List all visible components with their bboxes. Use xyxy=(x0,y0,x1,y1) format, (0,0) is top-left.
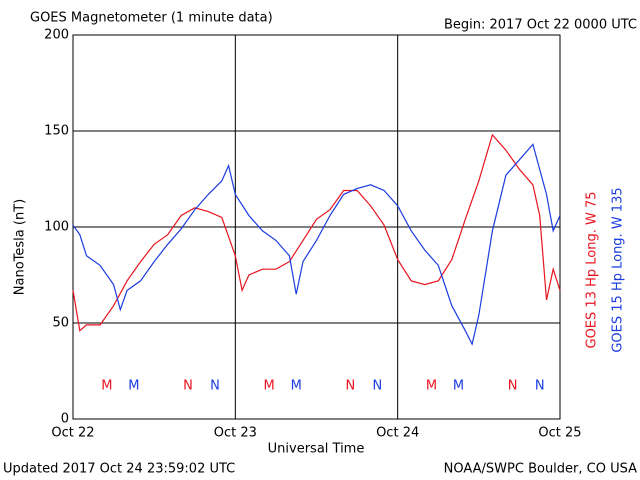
legend-entry: GOES 13 Hp Long. W 75 xyxy=(585,192,600,349)
x-tick-label: Oct 24 xyxy=(376,426,419,441)
x-axis-label: Universal Time xyxy=(268,442,365,457)
chart-title: GOES Magnetometer (1 minute data) xyxy=(30,11,273,26)
y-tick-label: 200 xyxy=(44,28,69,43)
data-line xyxy=(72,133,561,332)
time-marker: M xyxy=(128,379,139,394)
time-marker: N xyxy=(535,379,545,394)
footer-left: Updated 2017 Oct 24 23:59:02 UTC xyxy=(3,462,235,477)
y-tick-label: 100 xyxy=(44,220,69,235)
time-marker: N xyxy=(210,379,220,394)
data-line xyxy=(72,143,561,346)
time-marker: N xyxy=(373,379,383,394)
time-marker: M xyxy=(453,379,464,394)
legend-entry: GOES 15 Hp Long. W 135 xyxy=(611,187,626,352)
plot-frame xyxy=(72,34,561,420)
x-tick-label: Oct 22 xyxy=(51,426,94,441)
time-marker: N xyxy=(183,379,193,394)
chart-subtitle: Begin: 2017 Oct 22 0000 UTC xyxy=(444,18,637,33)
x-tick-label: Oct 23 xyxy=(214,426,257,441)
time-marker: N xyxy=(508,379,518,394)
y-tick-label: 0 xyxy=(61,412,69,427)
time-marker: N xyxy=(345,379,355,394)
x-tick-label: Oct 25 xyxy=(538,426,581,441)
y-tick-label: 150 xyxy=(44,124,69,139)
footer-right: NOAA/SWPC Boulder, CO USA xyxy=(444,462,637,477)
time-marker: M xyxy=(291,379,302,394)
time-marker: M xyxy=(101,379,112,394)
y-axis-label: NanoTesla (nT) xyxy=(13,199,28,295)
time-marker: M xyxy=(264,379,275,394)
time-marker: M xyxy=(426,379,437,394)
y-tick-label: 50 xyxy=(52,316,69,331)
